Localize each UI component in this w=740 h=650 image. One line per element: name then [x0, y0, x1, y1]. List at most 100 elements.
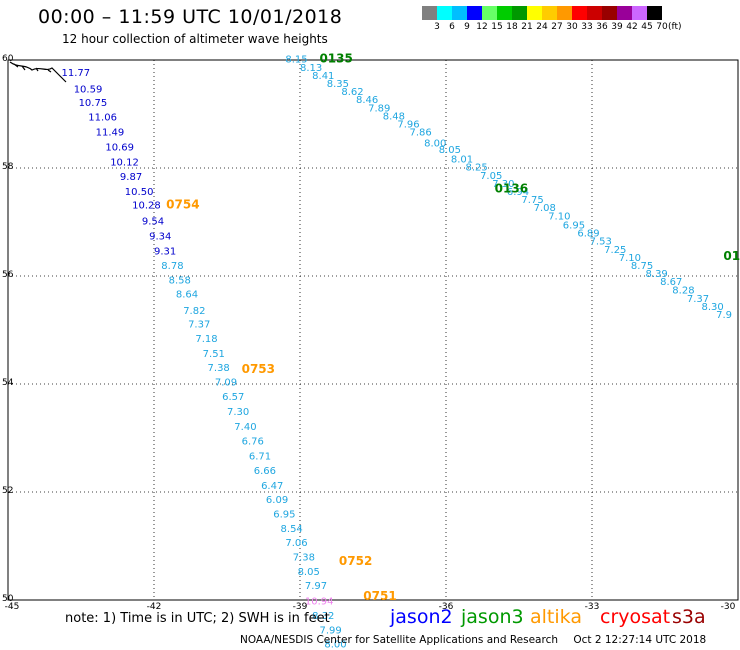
wave-height-value: 8.41 — [312, 71, 334, 82]
wave-height-value: 8.78 — [161, 261, 183, 272]
wave-height-value: 7.37 — [188, 319, 210, 330]
scale-swatch — [602, 6, 617, 20]
wave-height-value: 9.54 — [142, 217, 164, 228]
wave-height-value: 7.9 — [716, 310, 732, 321]
wave-height-value: 9.34 — [149, 231, 171, 242]
wave-height-value: 7.75 — [521, 195, 543, 206]
scale-swatch — [587, 6, 602, 20]
wave-height-value: 8.58 — [169, 276, 191, 287]
wave-height-value: 6.95 — [563, 220, 585, 231]
x-tick-label: -45 — [4, 602, 20, 612]
wave-height-value: 7.10 — [548, 211, 570, 222]
wave-height-value: 8.25 — [465, 163, 487, 174]
wave-height-value: 7.89 — [368, 103, 390, 114]
wave-height-value: 8.15 — [285, 55, 307, 66]
y-tick-label: 60 — [2, 54, 14, 64]
scale-swatch — [452, 6, 467, 20]
wave-height-value: 7.99 — [319, 625, 341, 636]
wave-height-value: 6.94 — [507, 187, 529, 198]
wave-height-value: 8.46 — [356, 95, 378, 106]
scale-tick-label: 42 — [626, 22, 638, 32]
scale-tick-label: 18 — [506, 22, 518, 32]
wave-height-value: 7.18 — [195, 334, 217, 345]
y-tick-label: 50 — [2, 594, 14, 604]
wave-height-value: 7.30 — [227, 407, 249, 418]
scale-tick-label: 24 — [536, 22, 548, 32]
legend-jason2: jason2 — [390, 606, 453, 628]
y-tick-label: 54 — [2, 378, 14, 388]
wave-height-value: 6.47 — [261, 481, 283, 492]
track-time-label: 0754 — [166, 198, 199, 212]
scale-swatch — [512, 6, 527, 20]
wave-height-value: 6.89 — [577, 229, 599, 240]
wave-height-value: 7.37 — [687, 294, 709, 305]
scale-swatch — [647, 6, 662, 20]
track-time-label: 0137 — [723, 249, 740, 263]
wave-height-value: 8.01 — [451, 155, 473, 166]
wave-height-value: 7.97 — [305, 581, 327, 592]
scale-swatch — [632, 6, 647, 20]
wave-height-value: 6.76 — [242, 436, 264, 447]
wave-height-value: 11.06 — [88, 112, 117, 123]
scale-tick-label: 6 — [449, 22, 455, 32]
wave-height-value: 7.09 — [215, 378, 237, 389]
wave-height-value: 8.28 — [672, 285, 694, 296]
track-time-label: 0135 — [319, 52, 352, 66]
scale-tick-label: 39 — [611, 22, 623, 32]
wave-height-value: 7.25 — [604, 245, 626, 256]
wave-height-value: 8.00 — [424, 138, 446, 149]
scale-swatch — [542, 6, 557, 20]
scale-swatch — [527, 6, 542, 20]
x-tick-label: -42 — [146, 602, 162, 612]
wave-height-value: 8.35 — [327, 79, 349, 90]
wave-height-value: 8.00 — [324, 640, 346, 650]
wave-height-value: 8.54 — [281, 524, 303, 535]
wave-height-value: 6.95 — [273, 509, 295, 520]
scale-swatch — [497, 6, 512, 20]
scale-tick-label: 70 — [656, 22, 668, 32]
wave-height-value: 6.09 — [266, 495, 288, 506]
wave-height-value: 8.05 — [298, 567, 320, 578]
track-time-label: 0751 — [363, 589, 396, 603]
wave-height-value: 7.06 — [285, 538, 307, 549]
wave-height-value: 8.13 — [300, 63, 322, 74]
scale-tick-label: 36 — [596, 22, 608, 32]
wave-height-value: 8.30 — [702, 302, 724, 313]
footnote: note: 1) Time is in UTC; 2) SWH is in fe… — [65, 611, 330, 626]
wave-height-value: 7.08 — [534, 203, 556, 214]
scale-tick-label: 15 — [491, 22, 503, 32]
wave-height-value: 6.66 — [254, 466, 276, 477]
wave-height-value: 8.75 — [631, 261, 653, 272]
wave-height-value: 8.62 — [341, 87, 363, 98]
wave-height-value: 7.53 — [590, 237, 612, 248]
wave-height-value: 7.40 — [234, 422, 256, 433]
x-tick-label: -33 — [584, 602, 600, 612]
wave-height-value: 7.05 — [480, 171, 502, 182]
wave-height-value: 11.49 — [96, 128, 125, 139]
page-title: 00:00 – 11:59 UTC 10/01/2018 — [38, 6, 343, 28]
scale-tick-label: 9 — [464, 22, 470, 32]
y-tick-label: 52 — [2, 486, 14, 496]
wave-height-value: 7.96 — [397, 120, 419, 131]
wave-height-value: 10.50 — [125, 187, 154, 198]
track-time-label: 0136 — [495, 181, 528, 195]
x-tick-label: -39 — [292, 602, 308, 612]
wave-height-value: 9.87 — [120, 172, 142, 183]
wave-height-value: 8.48 — [383, 111, 405, 122]
timestamp: Oct 2 12:27:14 UTC 2018 — [573, 634, 707, 646]
wave-height-value: 8.32 — [312, 611, 334, 622]
wave-height-value: 11.77 — [62, 68, 91, 79]
wave-height-value: 8.67 — [660, 277, 682, 288]
wave-height-value: 7.86 — [410, 128, 432, 139]
scale-tick-label: 12 — [476, 22, 488, 32]
x-tick-label: -30 — [720, 602, 736, 612]
wave-height-value: 8.05 — [439, 145, 461, 156]
wave-height-value: 7.38 — [208, 363, 230, 374]
wave-height-value: 7.82 — [183, 306, 205, 317]
credit-text: NOAA/NESDIS Center for Satellite Applica… — [240, 634, 558, 646]
wave-height-value: 7.38 — [293, 553, 315, 564]
credit-line: NOAA/NESDIS Center for Satellite Applica… — [240, 634, 706, 646]
scale-swatch — [617, 6, 632, 20]
track-time-label: 0752 — [339, 554, 372, 568]
scale-tick-label: 30 — [566, 22, 578, 32]
